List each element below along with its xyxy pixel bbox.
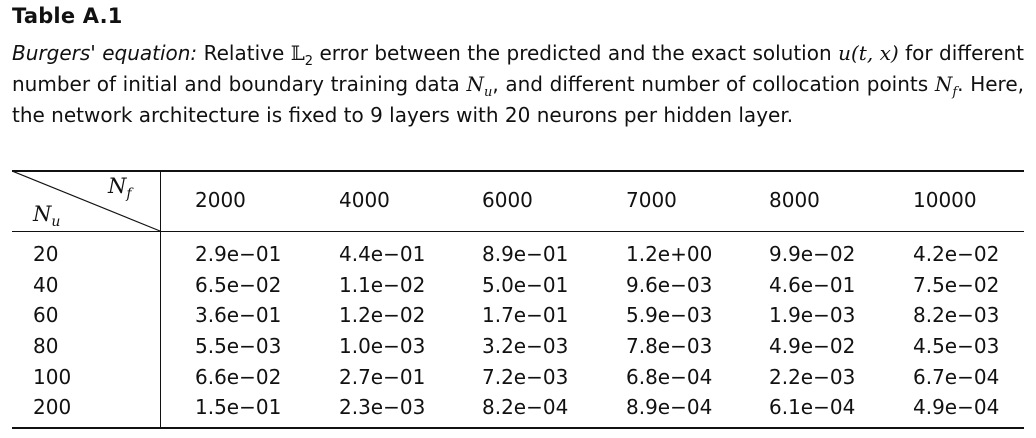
table-cell: 6.5e−02	[195, 273, 282, 297]
nu-symbol: N	[466, 72, 484, 96]
column-header: 4000	[339, 188, 390, 212]
table-cell: 1.9e−03	[769, 303, 856, 327]
table-cell: 1.2e+00	[626, 242, 713, 266]
row-label: 20	[33, 242, 59, 266]
row-label: 200	[33, 395, 72, 419]
table-caption: Burgers' equation: Relative 𝕃2 error bet…	[12, 38, 1024, 131]
solution-expr: u(t, x)	[838, 41, 899, 65]
table-cell: 4.4e−01	[339, 242, 426, 266]
caption-text: for different number of initial and boun…	[12, 41, 1024, 96]
table-cell: 2.2e−03	[769, 365, 856, 389]
nf-label-base: N	[108, 174, 127, 198]
table-top-rule	[12, 170, 1024, 172]
nu-subscript: u	[483, 85, 493, 100]
nf-symbol: N	[934, 72, 953, 96]
table-title: Table A.1	[12, 4, 123, 28]
table-cell: 9.6e−03	[626, 273, 713, 297]
table-cell: 4.9e−04	[913, 395, 1000, 419]
table-cell: 6.8e−04	[626, 365, 713, 389]
table-cell: 6.1e−04	[769, 395, 856, 419]
nf-subscript: f	[952, 85, 958, 100]
table-cell: 5.0e−01	[482, 273, 569, 297]
table-cell: 3.6e−01	[195, 303, 282, 327]
table-cell: 7.5e−02	[913, 273, 1000, 297]
table-cell: 4.6e−01	[769, 273, 856, 297]
table-cell: 1.7e−01	[482, 303, 569, 327]
table-cell: 1.2e−02	[339, 303, 426, 327]
table-cell: 4.2e−02	[913, 242, 1000, 266]
nf-label-sub: f	[126, 186, 132, 203]
table-cell: 7.2e−03	[482, 365, 569, 389]
table-cell: 2.7e−01	[339, 365, 426, 389]
table-column-divider	[160, 171, 161, 428]
table-cell: 8.2e−04	[482, 395, 569, 419]
column-header: 7000	[626, 188, 677, 212]
table-cell: 1.1e−02	[339, 273, 426, 297]
norm-symbol: 𝕃	[290, 41, 305, 65]
table-cell: 5.5e−03	[195, 334, 282, 358]
table-cell: 8.9e−01	[482, 242, 569, 266]
table-cell: 1.0e−03	[339, 334, 426, 358]
caption-text: error between the predicted and the exac…	[313, 41, 839, 65]
table-cell: 6.6e−02	[195, 365, 282, 389]
table-cell: 4.9e−02	[769, 334, 856, 358]
table-cell: 7.8e−03	[626, 334, 713, 358]
table-cell: 4.5e−03	[913, 334, 1000, 358]
table-cell: 2.9e−01	[195, 242, 282, 266]
column-header: 2000	[195, 188, 246, 212]
column-header: 8000	[769, 188, 820, 212]
row-label: 40	[33, 273, 59, 297]
header-diagonal-line	[12, 171, 161, 232]
row-label: 60	[33, 303, 59, 327]
nu-row-label: Nu	[33, 202, 60, 230]
caption-text: . Here, the network architecture is fixe…	[12, 72, 1024, 127]
table-cell: 5.9e−03	[626, 303, 713, 327]
norm-subscript: 2	[304, 54, 314, 69]
table-bottom-rule	[12, 427, 1024, 429]
table-cell: 2.3e−03	[339, 395, 426, 419]
column-header: 6000	[482, 188, 533, 212]
row-label: 100	[33, 365, 72, 389]
caption-text: , and different number of collocation po…	[492, 72, 935, 96]
table-cell: 8.9e−04	[626, 395, 713, 419]
caption-lead: Burgers' equation:	[12, 41, 198, 65]
table-cell: 6.7e−04	[913, 365, 1000, 389]
table-cell: 3.2e−03	[482, 334, 569, 358]
nf-column-label: Nf	[108, 174, 132, 202]
table-header-rule	[12, 231, 1024, 232]
row-label: 80	[33, 334, 59, 358]
table-cell: 8.2e−03	[913, 303, 1000, 327]
nu-label-sub: u	[51, 214, 61, 231]
column-header: 10000	[913, 188, 977, 212]
table-cell: 1.5e−01	[195, 395, 282, 419]
caption-text: Relative	[197, 41, 291, 65]
table-cell: 9.9e−02	[769, 242, 856, 266]
nu-label-base: N	[33, 202, 52, 226]
